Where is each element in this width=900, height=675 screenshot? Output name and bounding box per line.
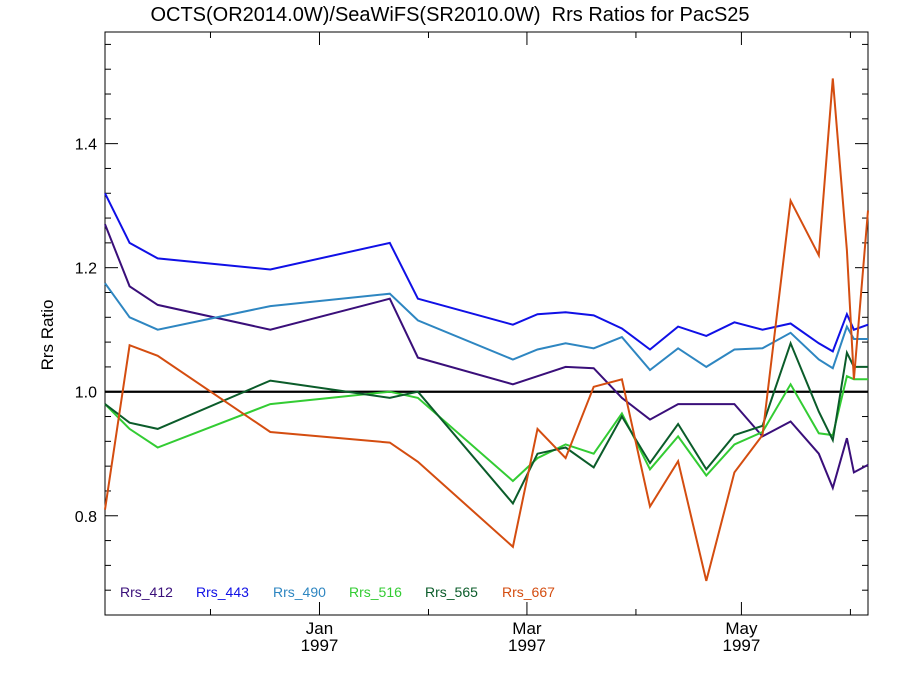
legend-item-rrs-490: Rrs_490 [273, 584, 326, 600]
x-tick-label: 1997 [723, 636, 761, 655]
series-line-rrs-443 [104, 192, 869, 353]
x-tick-label: 1997 [508, 636, 546, 655]
y-tick-label: 1.0 [75, 385, 97, 402]
series-line-rrs-412 [104, 223, 869, 491]
chart-title: OCTS(OR2014.0W)/SeaWiFS(SR2010.0W) Rrs R… [150, 4, 750, 26]
y-tick-label: 1.4 [75, 137, 97, 154]
y-tick-label: 0.8 [75, 509, 97, 526]
x-tick-label: Mar [512, 619, 542, 638]
series-line-rrs-490 [104, 282, 868, 372]
legend-item-rrs-516: Rrs_516 [349, 584, 402, 600]
x-tick-label: Jan [306, 619, 333, 638]
legend-item-rrs-565: Rrs_565 [425, 584, 478, 600]
legend-item-rrs-667: Rrs_667 [502, 584, 555, 600]
plot-frame [104, 31, 869, 616]
y-tick-label: 1.2 [75, 261, 97, 278]
legend-item-rrs-412: Rrs_412 [120, 584, 173, 600]
legend: Rrs_412 Rrs_443 Rrs_490 Rrs_516 Rrs_565 Rrs_6… [120, 584, 555, 600]
series-lines [104, 78, 869, 582]
x-tick-label: May [725, 619, 758, 638]
legend-item-rrs-443: Rrs_443 [196, 584, 249, 600]
y-axis-label: Rrs Ratio [38, 300, 57, 371]
x-tick-label: 1997 [301, 636, 339, 655]
series-line-rrs-667 [104, 78, 869, 582]
